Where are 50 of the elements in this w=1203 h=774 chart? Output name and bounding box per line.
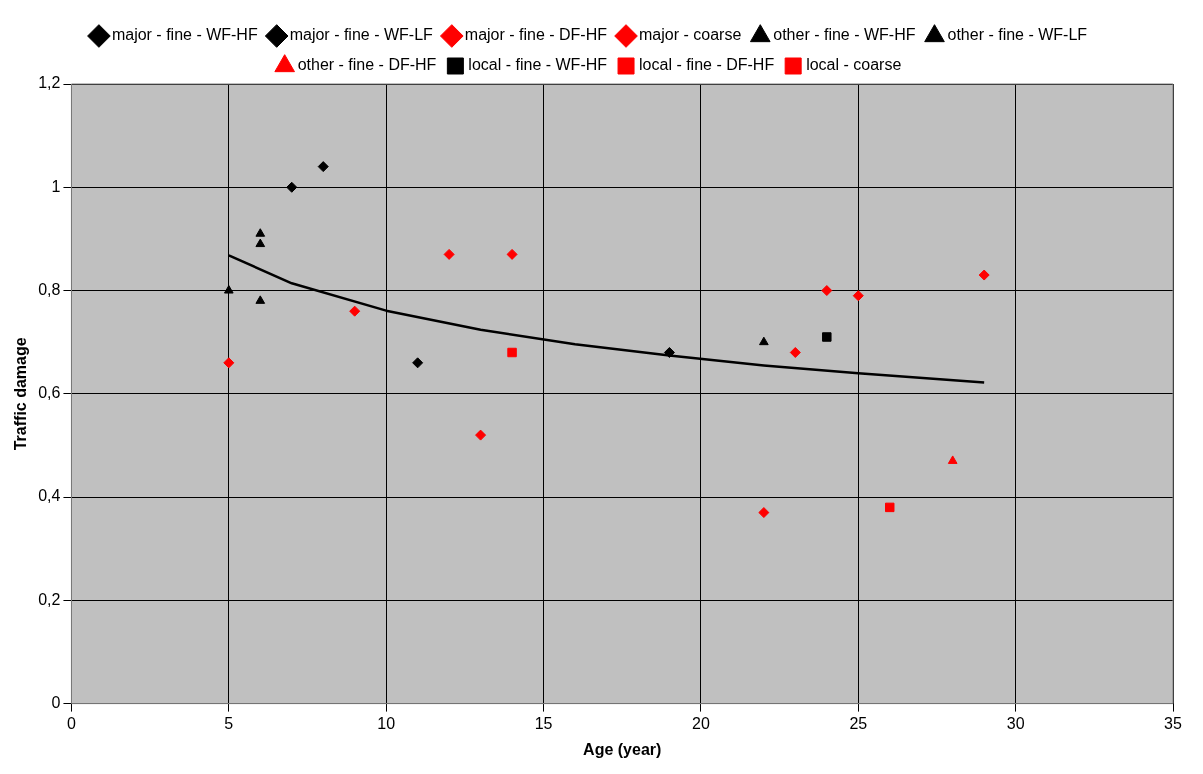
point (758, 507, 770, 519)
y-tick-label: 0,8 (38, 280, 61, 298)
y-tick-label: 0,2 (38, 590, 61, 608)
y-tick-label: 0,4 (38, 487, 61, 505)
point (286, 181, 298, 193)
legend-label: major - fine - WF-LF (289, 26, 434, 44)
point (475, 429, 487, 441)
legend-label: other - fine - WF-LF (947, 26, 1088, 44)
x-tick-label: 10 (377, 714, 396, 732)
legend-label: major - fine - WF-HF (111, 26, 258, 44)
point (223, 285, 234, 294)
y-tick-label: 0 (51, 694, 61, 712)
point (443, 248, 455, 260)
point (759, 336, 769, 346)
x-tick-label: 20 (692, 714, 710, 732)
y-tick-label: 0,6 (38, 384, 61, 402)
x-tick-label: 5 (224, 714, 234, 732)
x-tick-label: 30 (1006, 714, 1025, 732)
x-tick-label: 25 (849, 714, 868, 732)
x-tick-label: 0 (66, 714, 76, 732)
point (852, 290, 864, 302)
point (223, 357, 235, 369)
point (978, 269, 990, 281)
y-axis-title: Traffic damage (12, 337, 30, 451)
point (255, 295, 266, 304)
point (317, 161, 329, 173)
point (821, 285, 833, 297)
legend-label: major - fine - DF-HF (464, 26, 608, 44)
point (255, 228, 266, 237)
legend-label: local - fine - WF-HF (468, 56, 608, 74)
y-tick-label: 1,2 (38, 74, 61, 92)
point (412, 357, 424, 369)
legend-label: other - fine - DF-HF (297, 56, 437, 74)
point (822, 332, 832, 342)
y-tick-label: 1 (51, 177, 61, 195)
point (255, 238, 266, 248)
legend-label: major - coarse (639, 26, 742, 44)
x-tick-label: 15 (534, 714, 553, 732)
legend-label: other - fine - WF-HF (773, 26, 916, 44)
point (885, 502, 895, 513)
point (507, 347, 517, 358)
legend-label: local - coarse (806, 56, 902, 74)
point (663, 346, 675, 358)
point (349, 305, 361, 317)
point (947, 455, 958, 464)
point (506, 248, 518, 260)
legend-label: local - fine - DF-HF (639, 56, 775, 74)
point (789, 346, 801, 358)
x-axis-title: Age (year) (583, 740, 662, 758)
x-tick-label: 35 (1164, 714, 1182, 732)
